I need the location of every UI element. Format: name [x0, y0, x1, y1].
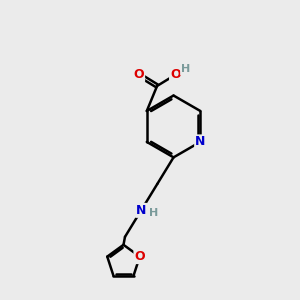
Text: N: N	[136, 204, 146, 217]
Text: N: N	[195, 135, 206, 148]
Text: O: O	[134, 68, 144, 81]
Text: H: H	[149, 208, 158, 218]
Text: O: O	[170, 68, 181, 81]
Text: O: O	[134, 250, 145, 263]
Text: H: H	[181, 64, 190, 74]
